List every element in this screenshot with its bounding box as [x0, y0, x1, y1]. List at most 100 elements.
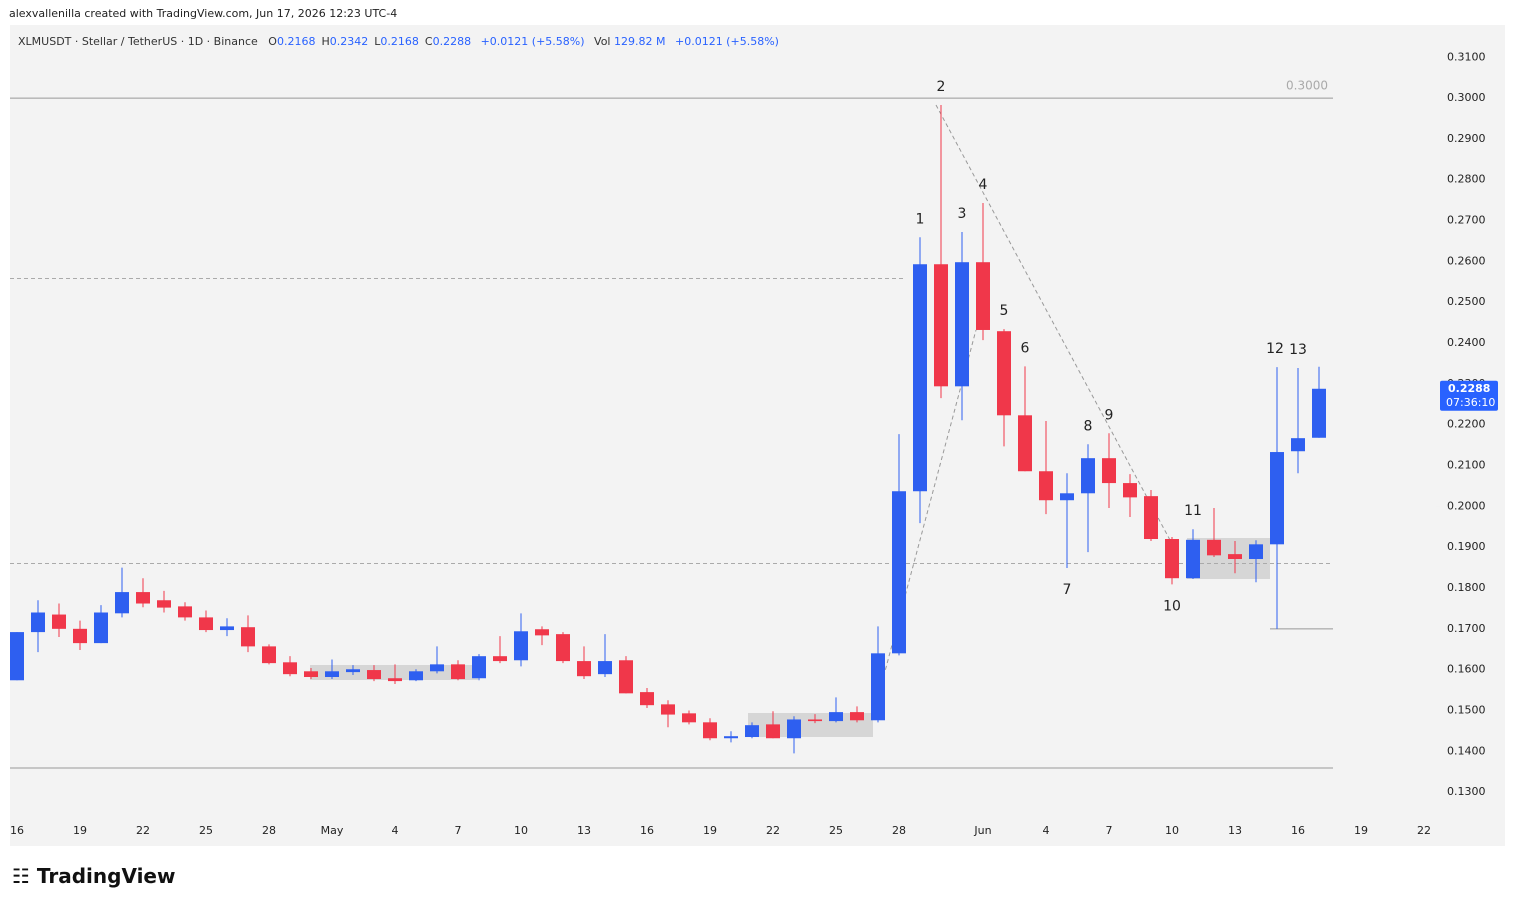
y-tick-label: 0.2000: [1447, 499, 1486, 512]
candle-body: [1018, 415, 1032, 472]
candle-body: [766, 724, 780, 739]
y-tick-label: 0.2600: [1447, 254, 1486, 267]
y-tick-label: 0.2800: [1447, 173, 1486, 186]
candle-body: [1291, 438, 1305, 452]
plot-bg: [10, 25, 1505, 846]
vol-change: +0.0121 (+5.58%): [674, 35, 779, 48]
logo: ☷ TradingView: [12, 864, 176, 888]
x-tick-label: 25: [199, 824, 213, 837]
candle-body: [1249, 544, 1263, 560]
wave-label: 10: [1163, 598, 1181, 614]
x-tick-label: Jun: [973, 824, 991, 837]
candle-body: [787, 719, 801, 739]
candle-body: [892, 491, 906, 654]
candle-body: [556, 634, 570, 662]
price-tag: [1440, 380, 1498, 411]
candle-body: [325, 671, 339, 678]
x-tick-label: 28: [892, 824, 906, 837]
candle-body: [640, 692, 654, 706]
change: +0.0121 (+5.58%): [480, 35, 585, 48]
x-tick-label: 16: [640, 824, 654, 837]
candle-body: [1123, 483, 1137, 498]
ohlc-value: 0.2168: [276, 35, 316, 48]
candle-body: [1228, 554, 1242, 560]
candle-body: [871, 653, 885, 721]
candle-body: [976, 262, 990, 330]
candle-body: [367, 670, 381, 680]
candle-body: [52, 614, 66, 629]
candle-body: [199, 617, 213, 631]
x-tick-label: 16: [1291, 824, 1305, 837]
candle-body: [703, 722, 717, 739]
wave-label: 3: [958, 206, 967, 222]
wave-label: 11: [1184, 503, 1202, 519]
price-tag-label: 0.2288: [1448, 382, 1490, 395]
candle-body: [115, 592, 129, 614]
candle-body: [682, 713, 696, 723]
candle-body: [31, 612, 45, 633]
ohlc-value: 0.2288: [432, 35, 472, 48]
candle-body: [661, 704, 675, 715]
candle-body: [535, 629, 549, 636]
x-tick-label: 7: [455, 824, 462, 837]
candle-body: [598, 661, 612, 675]
ohlc-value: 0.2168: [380, 35, 419, 48]
vol: 129.82 M: [614, 35, 666, 48]
level-label: 0.3000: [1286, 79, 1328, 93]
candle-body: [178, 606, 192, 618]
candle-body: [430, 664, 444, 672]
x-tick-label: 19: [703, 824, 717, 837]
x-tick-label: 13: [577, 824, 591, 837]
ohlc-value: 0.2342: [329, 35, 369, 48]
y-tick-label: 0.1600: [1447, 663, 1486, 676]
trend-line: [935, 104, 1171, 541]
x-tick-label: 4: [392, 824, 399, 837]
candle-body: [577, 661, 591, 677]
x-tick-label: May: [321, 824, 344, 837]
candle-body: [1312, 388, 1326, 438]
x-tick-label: 19: [73, 824, 87, 837]
candle-body: [1270, 452, 1284, 545]
candle-body: [1060, 493, 1074, 501]
candle-body: [136, 592, 150, 604]
candle-body: [493, 656, 507, 662]
y-tick-label: 0.2500: [1447, 295, 1486, 308]
wave-label: 5: [1000, 303, 1009, 319]
candle-body: [1165, 539, 1179, 579]
y-tick-label: 0.1500: [1447, 703, 1486, 716]
ohlc-label: H: [321, 35, 330, 48]
candle-body: [10, 632, 24, 681]
candle-body: [829, 712, 843, 722]
wave-label: 12: [1266, 341, 1284, 357]
x-tick-label: 22: [1417, 824, 1431, 837]
legend: XLMUSDT · Stellar / TetherUS · 1D · Bina…: [18, 35, 785, 48]
wave-label: 4: [979, 177, 988, 193]
x-tick-label: 25: [829, 824, 843, 837]
y-tick-label: 0.1300: [1447, 785, 1486, 798]
candle-body: [1207, 539, 1221, 556]
candle-body: [1186, 539, 1200, 579]
wave-label: 13: [1289, 342, 1307, 358]
candle-body: [514, 631, 528, 661]
ohlc: O0.2168 H0.2342 L0.2168 C0.2288: [268, 35, 477, 48]
wave-label: 2: [937, 79, 946, 95]
ohlc-label: C: [424, 35, 433, 48]
x-tick-label: 4: [1043, 824, 1050, 837]
candle-body: [94, 612, 108, 644]
x-tick-label: 13: [1228, 824, 1242, 837]
candle-body: [934, 264, 948, 387]
candle-body: [283, 662, 297, 675]
logo-text: TradingView: [36, 864, 176, 888]
candle-body: [220, 626, 234, 631]
credit: alexvallenilla created with TradingView.…: [9, 7, 398, 20]
x-tick-label: 10: [514, 824, 528, 837]
trend-line: [879, 329, 977, 691]
x-tick-label: 22: [766, 824, 780, 837]
candle-body: [913, 264, 927, 492]
candle-body: [304, 671, 318, 678]
wave-label: 1: [916, 211, 925, 227]
candle-body: [241, 627, 255, 647]
candle-body: [73, 628, 87, 644]
